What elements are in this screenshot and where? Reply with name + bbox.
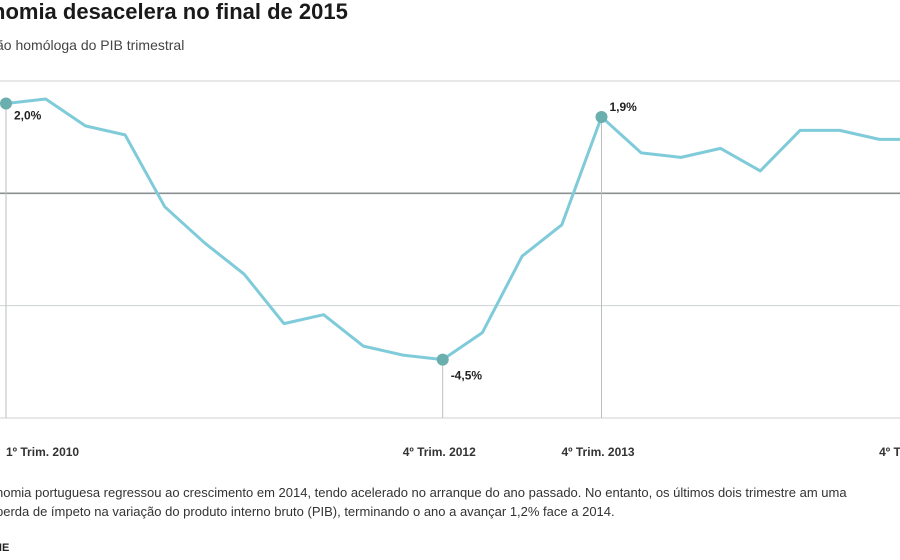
x-tick-label: 4º Tri. 2 bbox=[879, 445, 900, 459]
series-gdp bbox=[4, 97, 900, 362]
data-label: 1,9% bbox=[610, 100, 638, 114]
x-axis-tick-labels: 1º Trim. 2010 4º Trim. 2012 4º Trim. 2013 4… bbox=[6, 445, 900, 459]
chart-subtitle: ão homóloga do PIB trimestral bbox=[0, 37, 185, 53]
annotation-guides bbox=[5, 103, 602, 418]
x-tick-label: 4º Trim. 2013 bbox=[562, 445, 635, 459]
data-point-marker bbox=[436, 353, 449, 366]
chart-title: nomia desacelera no final de 2015 bbox=[0, 0, 348, 24]
chart-source: NE bbox=[0, 542, 10, 554]
x-tick-label: 4º Trim. 2012 bbox=[403, 445, 476, 459]
annotation-labels: 2,0%-4,5%1,9%1 bbox=[14, 100, 638, 383]
data-point-marker bbox=[595, 110, 608, 123]
annotation-markers bbox=[0, 97, 608, 366]
chart-caption: nomia portuguesa regressou ao cresciment… bbox=[0, 485, 847, 519]
data-point-marker bbox=[0, 97, 12, 110]
series-line bbox=[4, 97, 900, 362]
data-label: 2,0% bbox=[14, 108, 42, 122]
data-label: -4,5% bbox=[451, 369, 483, 383]
x-tick-label: 1º Trim. 2010 bbox=[6, 445, 79, 459]
gridlines bbox=[0, 80, 900, 419]
